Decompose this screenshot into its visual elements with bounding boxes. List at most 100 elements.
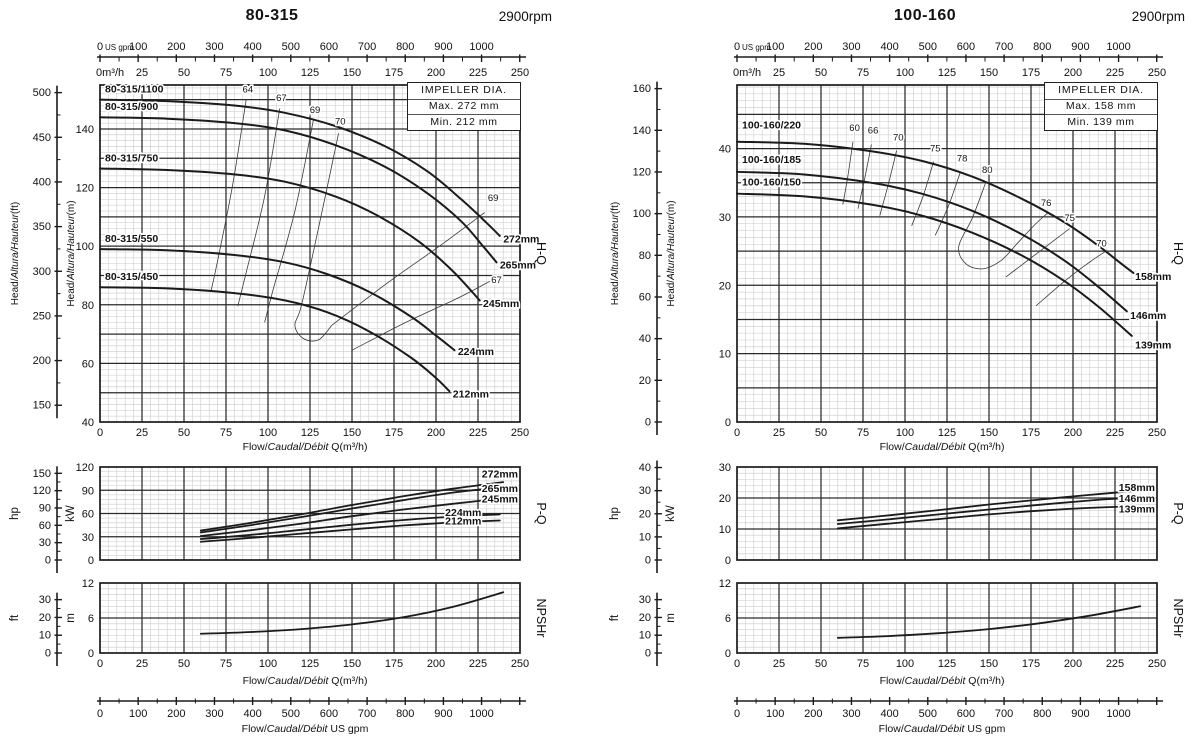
efficiency-label: 66 [868,126,879,137]
diameter-label: 245mm [483,298,519,310]
gpm-tick-label: 600 [957,41,975,53]
impeller-dia-max: Max. 158 mm [1065,100,1137,112]
flow-tick-label: 150 [343,427,361,439]
pump-model-label: 80-315/450 [105,271,158,283]
ft-tick-label: 0 [645,417,651,429]
hq-curve-212mm [99,286,451,393]
gpm-unit-inline-label: US gpm [742,43,771,52]
m-tick-label: 120 [76,183,94,195]
gpm-tick-label: 400 [880,708,898,720]
ft-tick-label: 20 [639,375,651,387]
ft-tick-label: 100 [633,208,651,220]
top-m3h-axis: 0m³/h 25 50 75 100 125 150 175 200 225 250 [733,67,1166,79]
hp-axis-label: hp [609,507,621,520]
m-tick-label: 12 [82,578,94,590]
page-title: 80-315 [245,7,299,24]
flow-tick-label: 175 [385,658,403,670]
npshr-secondary-ruler: 0 10 20 30 ft [609,592,662,666]
m-tick-label: 140 [76,124,94,136]
hp-tick-label: 30 [639,485,651,497]
pump-model-label: 100-160/185 [742,154,801,166]
impeller-dia-min: Min. 139 mm [1045,114,1157,130]
impeller-dia-max: Max. 272 mm [428,100,500,112]
efficiency-label: 76 [1041,198,1052,209]
npshr-plot-border [736,582,1158,654]
flow-tick-label: 225 [1106,658,1124,670]
gpm-tick-label: 600 [320,708,338,720]
pq-curve-146mm [836,496,1133,525]
flow-tick-label: 25 [773,658,785,670]
gpm-tick-label: 400 [243,708,261,720]
flow-tick-label: 100 [896,427,914,439]
diameter-label: 224mm [445,507,481,519]
gpm-tick-label: 900 [1071,708,1089,720]
hp-tick-label: 150 [33,468,51,480]
npshr-plot-border [99,582,521,654]
diameter-label: 158mm [1119,482,1155,494]
flow-tick-label: 200 [1064,658,1082,670]
pq-secondary-ruler: 0 30 60 90 120 150 hp [9,466,62,573]
gpm-tick-label: 100 [129,708,147,720]
hq-curve-158mm [736,140,1135,274]
pump-model-label: 80-315/900 [105,101,158,113]
kW-tick-label: 90 [82,485,94,497]
pump-model-label: 80-315/750 [105,152,158,164]
flow-tick-label: 125 [301,427,319,439]
pq-secondary-ruler: 0 10 20 30 40 hp [609,460,662,573]
flow-tick-label: 50 [178,427,190,439]
m-tick-label: 100 [76,241,94,253]
m3h-tick-label: 175 [1022,67,1040,79]
flow-tick-label: 0 [97,658,103,670]
ft-tick-label: 450 [33,132,51,144]
m-tick-label: 10 [719,349,731,361]
gpm-tick-label: 500 [282,41,300,53]
hq-x-axis-labels: 0 25 50 75 100 125 150 175 200 225 250 Flow/Caudal/… [97,427,529,453]
diameter-label: 245mm [482,493,518,505]
m3h-tick-label: 100 [896,67,914,79]
m-tick-label: 6 [88,613,94,625]
ft-tick-label: 250 [33,310,51,322]
ft-tick-label: 20 [39,612,51,624]
diameter-label: 158mm [1135,271,1171,283]
m3h-tick-label: 100 [259,67,277,79]
m-tick-label: 0 [725,417,731,429]
gpm-tick-label: 600 [957,708,975,720]
hq-side-label: H-Q [534,242,548,265]
kW-axis-label: kW [665,505,677,522]
rpm-label: 2900rpm [1131,9,1185,24]
m-tick-label: 0 [88,648,94,660]
impeller-dia-header: IMPELLER DIA. [408,83,520,100]
m-tick-label: 12 [719,578,731,590]
npshr-major-grid [100,583,520,653]
hq-curve-245mm [99,167,481,302]
flow-tick-label: 250 [1148,658,1166,670]
efficiency-label: 80 [982,165,993,176]
ft-tick-label: 400 [33,176,51,188]
gpm-zero-label: 0 [97,41,103,53]
gpm-tick-label: 0 [97,708,103,720]
gpm-zero-label: 0 [734,41,740,53]
flow-tick-label: 150 [343,658,361,670]
gpm-tick-label: 100 [766,41,784,53]
hp-tick-label: 60 [39,520,51,532]
head-m-axis-label: Head/Altura/Hauteur(m) [666,200,677,306]
efficiency-label: 69 [310,105,321,116]
hq-curves [99,98,501,393]
flow-tick-label: 25 [136,658,148,670]
hq-plot-border [736,84,1158,423]
m3h-tick-label: 200 [427,67,445,79]
diameter-label: 224mm [458,346,494,358]
diameter-label: 272mm [482,468,518,480]
flow-tick-label: 0 [97,427,103,439]
m-axis-label: m [65,613,77,623]
hq-side-label: H-Q [1171,242,1185,265]
hq-x-axis-labels: 0 25 50 75 100 125 150 175 200 225 250 Flow/Caudal/… [734,427,1166,453]
gpm-unit-inline-label: US gpm [105,43,134,52]
m3h-zero-label: 0m³/h [733,67,761,79]
pump-model-label: 100-160/150 [742,176,801,188]
ft-tick-label: 20 [639,612,651,624]
ft-tick-label: 200 [33,355,51,367]
m3h-tick-label: 25 [136,67,148,79]
m3h-tick-label: 175 [385,67,403,79]
